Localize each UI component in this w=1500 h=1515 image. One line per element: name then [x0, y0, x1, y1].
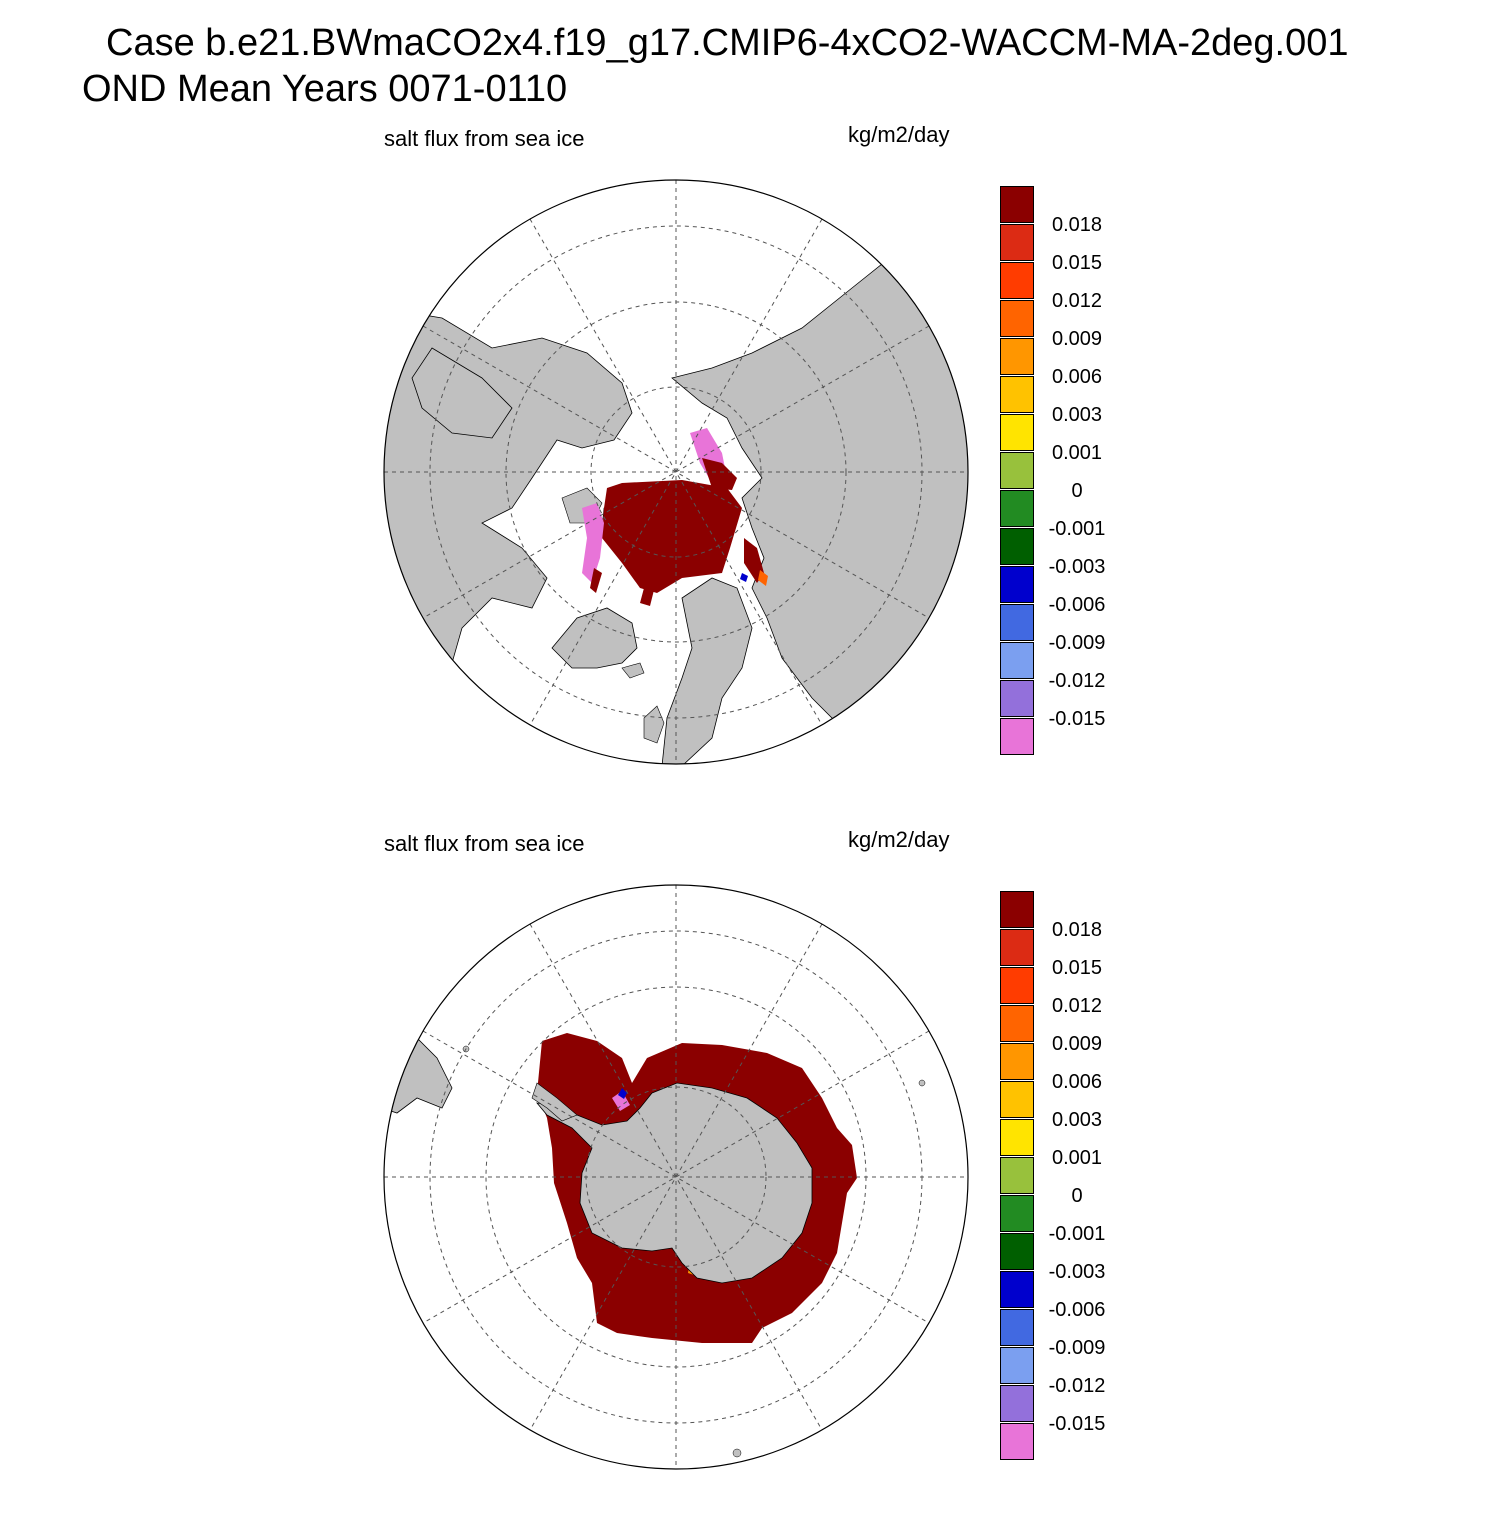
colorbar-tick-label: 0.018 [1051, 919, 1103, 941]
colorbar-tick-label: 0.009 [1051, 1033, 1103, 1055]
colorbar [1000, 186, 1036, 756]
units-label: kg/m2/day [848, 827, 950, 852]
colorbar-tick-label: 0.012 [1051, 995, 1103, 1017]
colorbar-tick-label: 0.018 [1051, 214, 1103, 236]
colorbar-swatch [1000, 1347, 1034, 1384]
colorbar-swatch [1000, 490, 1034, 527]
colorbar-swatch [1000, 1157, 1034, 1194]
colorbar-tick-label: -0.009 [1048, 1337, 1106, 1359]
colorbar-swatch [1000, 338, 1034, 375]
colorbar [1000, 891, 1036, 1461]
colorbar-swatch [1000, 1233, 1034, 1270]
colorbar-swatch [1000, 1195, 1034, 1232]
colorbar-swatch [1000, 566, 1034, 603]
colorbar-swatch [1000, 891, 1034, 928]
colorbar-tick-label: -0.015 [1048, 708, 1106, 730]
colorbar-tick-label: 0.012 [1051, 290, 1103, 312]
colorbar-swatch [1000, 1309, 1034, 1346]
colorbar-swatch [1000, 262, 1034, 299]
colorbar-tick-label: 0 [1071, 480, 1083, 502]
colorbar-swatch [1000, 1119, 1034, 1156]
colorbar-tick-label: -0.001 [1048, 1223, 1106, 1245]
colorbar-tick-label: 0.009 [1051, 328, 1103, 350]
colorbar-swatch [1000, 1005, 1034, 1042]
colorbar-tick-label: -0.003 [1048, 556, 1106, 578]
colorbar-swatch [1000, 1423, 1034, 1460]
colorbar-tick-label: -0.001 [1048, 518, 1106, 540]
colorbar-swatch [1000, 642, 1034, 679]
sea-ice-field [582, 428, 768, 606]
colorbar-swatch [1000, 604, 1034, 641]
colorbar-swatch [1000, 1043, 1034, 1080]
graticule [384, 180, 968, 764]
south-polar-map [383, 884, 969, 1470]
variable-label: salt flux from sea ice [384, 126, 585, 151]
colorbar-swatch [1000, 414, 1034, 451]
north-polar-map [383, 179, 969, 765]
colorbar-swatch [1000, 186, 1034, 223]
colorbar-tick-label: 0.001 [1051, 442, 1103, 464]
colorbar-swatch [1000, 1271, 1034, 1308]
colorbar-tick-label: 0.015 [1051, 957, 1103, 979]
units-label: kg/m2/day [848, 122, 950, 147]
colorbar-swatch [1000, 680, 1034, 717]
colorbar-swatch [1000, 1081, 1034, 1118]
colorbar-tick-label: -0.003 [1048, 1261, 1106, 1283]
colorbar-swatch [1000, 224, 1034, 261]
antarctica [531, 1082, 813, 1284]
panel-south: salt flux from sea ice kg/m2/day [0, 815, 1500, 1515]
panel-north: salt flux from sea ice kg/m2/day [0, 110, 1500, 810]
colorbar-swatch [1000, 528, 1034, 565]
variable-label: salt flux from sea ice [384, 831, 585, 856]
colorbar-swatch [1000, 718, 1034, 755]
graticule [384, 885, 968, 1469]
colorbar-tick-label: -0.009 [1048, 632, 1106, 654]
map-border [383, 179, 969, 765]
colorbar-swatch [1000, 376, 1034, 413]
colorbar-tick-label: 0.001 [1051, 1147, 1103, 1169]
colorbar-tick-label: 0 [1071, 1185, 1083, 1207]
colorbar-tick-label: 0.015 [1051, 252, 1103, 274]
colorbar-tick-label: 0.006 [1051, 1071, 1103, 1093]
map-border [383, 884, 969, 1470]
season-title: OND Mean Years 0071-0110 [82, 68, 568, 110]
colorbar-swatch [1000, 300, 1034, 337]
colorbar-tick-label: 0.006 [1051, 366, 1103, 388]
colorbar-tick-label: 0.003 [1051, 1109, 1103, 1131]
colorbar-swatch [1000, 929, 1034, 966]
colorbar-tick-label: 0.003 [1051, 404, 1103, 426]
case-title: Case b.e21.BWmaCO2x4.f19_g17.CMIP6-4xCO2… [106, 22, 1349, 64]
colorbar-tick-label: -0.006 [1048, 1299, 1106, 1321]
colorbar-tick-label: -0.006 [1048, 594, 1106, 616]
colorbar-swatch [1000, 967, 1034, 1004]
colorbar-tick-label: -0.012 [1048, 1375, 1106, 1397]
colorbar-tick-label: -0.012 [1048, 670, 1106, 692]
colorbar-swatch [1000, 452, 1034, 489]
colorbar-swatch [1000, 1385, 1034, 1422]
colorbar-tick-label: -0.015 [1048, 1413, 1106, 1435]
